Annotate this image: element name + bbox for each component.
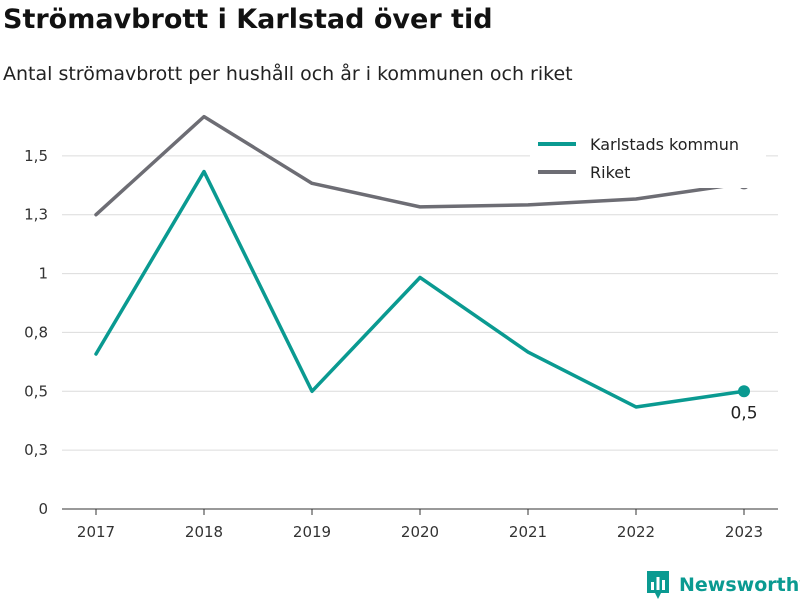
series-karlstads-kommun-end-label: 0,5: [730, 403, 757, 423]
y-tick-label: 1,5: [24, 147, 48, 165]
y-tick-label: 1,3: [24, 206, 48, 224]
brand-logo: Newsworthy: [645, 569, 800, 601]
bar-chart-logo-icon: [647, 571, 669, 599]
series-riket-line: [94, 114, 746, 217]
series-karlstads-kommun-end-point: [738, 385, 750, 398]
x-tick-label: 2020: [401, 523, 439, 541]
brand-name: Newsworthy: [679, 574, 800, 596]
x-tick-label: 2021: [509, 523, 547, 541]
gridlines: [62, 155, 778, 510]
y-tick-label: 0,3: [24, 441, 48, 459]
end-point-labels: 1,40,5: [730, 152, 757, 423]
legend: Karlstads kommun Riket: [530, 128, 766, 188]
chart-title: Strömavbrott i Karlstad över tid: [3, 4, 493, 35]
line-chart: 00,30,50,811,31,5 2017 2018 2019 2020 2021 20…: [24, 114, 778, 541]
x-axis: 2017 2018 2019 2020 2021 2022 2023: [62, 508, 778, 541]
legend-item-label: Riket: [590, 163, 630, 182]
x-tick-label: 2022: [617, 523, 655, 541]
x-tick-label: 2023: [725, 523, 763, 541]
y-tick-label: 0,5: [24, 382, 48, 400]
y-tick-label: 0,8: [24, 323, 48, 341]
x-tick-label: 2017: [77, 523, 115, 541]
legend-item-label: Karlstads kommun: [590, 135, 739, 154]
chart-subtitle: Antal strömavbrott per hushåll och år i …: [3, 63, 573, 85]
series-karlstads-kommun-line: [94, 169, 746, 409]
x-tick-label: 2019: [293, 523, 331, 541]
y-tick-label: 0: [38, 500, 48, 518]
y-axis-ticks: 0 0,3 0,5 0,8 1 1,3 1,5: [24, 147, 48, 518]
legend-background: [530, 128, 766, 188]
x-tick-label: 2018: [185, 523, 223, 541]
y-tick-label: 1: [38, 265, 48, 283]
